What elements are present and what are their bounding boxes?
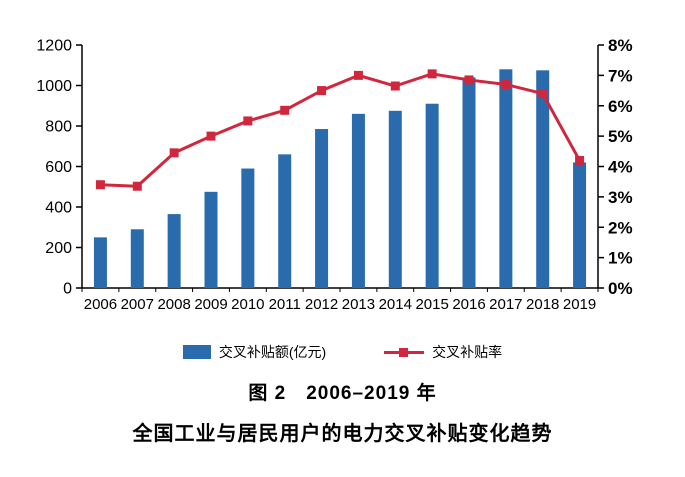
- left-axis-label: 1000: [36, 78, 72, 95]
- left-axis-label: 0: [63, 281, 72, 298]
- x-axis-label: 2015: [415, 296, 448, 313]
- bar-2016: [462, 77, 476, 289]
- bars-series: [93, 69, 587, 289]
- x-axis-label: 2018: [526, 296, 559, 313]
- right-axis-label: 1%: [608, 249, 633, 268]
- legend: 交叉补贴额(亿元) 交叉补贴率: [182, 342, 502, 362]
- right-axis-label: 3%: [608, 188, 633, 207]
- x-axis-label: 2009: [194, 296, 227, 313]
- bar-2008: [167, 214, 181, 288]
- bar-2014: [388, 110, 402, 288]
- x-axis-label: 2008: [157, 296, 190, 313]
- rate-marker-2008: [169, 148, 179, 158]
- bar-2007: [130, 229, 144, 288]
- left-axis-label: 1200: [36, 38, 72, 55]
- x-axis-label: 2007: [121, 296, 154, 313]
- rate-marker-2012: [317, 86, 327, 96]
- line-series: [95, 69, 585, 191]
- rate-marker-2017: [501, 79, 511, 89]
- bar-series-label: 交叉补贴额(亿元): [218, 344, 327, 360]
- bar-2013: [351, 113, 365, 288]
- bar-2009: [204, 191, 218, 288]
- rate-line: [100, 72, 581, 188]
- x-axis-label: 2013: [342, 296, 375, 313]
- rate-marker-2013: [353, 70, 363, 80]
- left-axis-label: 400: [45, 200, 72, 217]
- bar-2006: [93, 237, 107, 288]
- left-axis-label: 600: [45, 159, 72, 176]
- right-axis-label: 7%: [608, 66, 633, 85]
- x-axis-label: 2012: [305, 296, 338, 313]
- bar-2018: [536, 70, 550, 288]
- combo-chart: 0 200 400 600 800 1000 1200 0% 1% 2% 3% 4% 5% 6% 7% 8% 2…: [36, 36, 633, 313]
- right-axis-label: 8%: [608, 36, 633, 55]
- right-axis-label: 5%: [608, 127, 633, 146]
- rate-marker-2018: [538, 89, 548, 99]
- bar-2019: [573, 162, 587, 288]
- rate-marker-2016: [464, 75, 474, 85]
- figure-caption-line2: 全国工业与居民用户的电力交叉补贴变化趋势: [132, 423, 553, 445]
- rate-marker-2007: [132, 181, 142, 191]
- bar-2017: [499, 69, 513, 288]
- legend-item-subsidy-amount: 交叉补贴额(亿元): [182, 342, 327, 362]
- bar-2012: [315, 129, 329, 288]
- rate-marker-2014: [390, 81, 400, 91]
- rate-marker-2011: [280, 105, 290, 115]
- line-swatch-marker: [399, 347, 409, 357]
- figure-caption-line1: 图 2 2006–2019 年: [248, 383, 437, 404]
- rate-marker-2019: [575, 155, 585, 165]
- right-axis-label: 0%: [608, 279, 633, 298]
- line-series-swatch: [384, 347, 425, 358]
- rate-marker-2009: [206, 131, 216, 141]
- rate-marker-2010: [243, 116, 253, 126]
- x-axis-label: 2006: [84, 296, 117, 313]
- x-axis-label: 2014: [379, 296, 412, 313]
- line-series-label: 交叉补贴率: [432, 344, 503, 360]
- bar-2011: [278, 154, 292, 288]
- x-axis-label: 2010: [231, 296, 264, 313]
- left-axis-label: 800: [45, 119, 72, 136]
- x-axis-label: 2019: [563, 296, 596, 313]
- right-axis-label: 4%: [608, 158, 633, 177]
- x-axis-label: 2016: [452, 296, 485, 313]
- legend-item-subsidy-rate: 交叉补贴率: [384, 342, 502, 362]
- x-axis-label: 2017: [489, 296, 522, 313]
- right-axis-label: 2%: [608, 218, 633, 237]
- x-axis-label: 2011: [269, 296, 301, 313]
- rate-marker-2015: [427, 69, 437, 79]
- bar-2015: [425, 103, 439, 288]
- rate-marker-2006: [95, 180, 105, 190]
- bar-2010: [241, 168, 255, 288]
- left-axis-label: 200: [45, 240, 72, 257]
- right-axis-label: 6%: [608, 97, 633, 116]
- bar-series-swatch: [182, 345, 211, 359]
